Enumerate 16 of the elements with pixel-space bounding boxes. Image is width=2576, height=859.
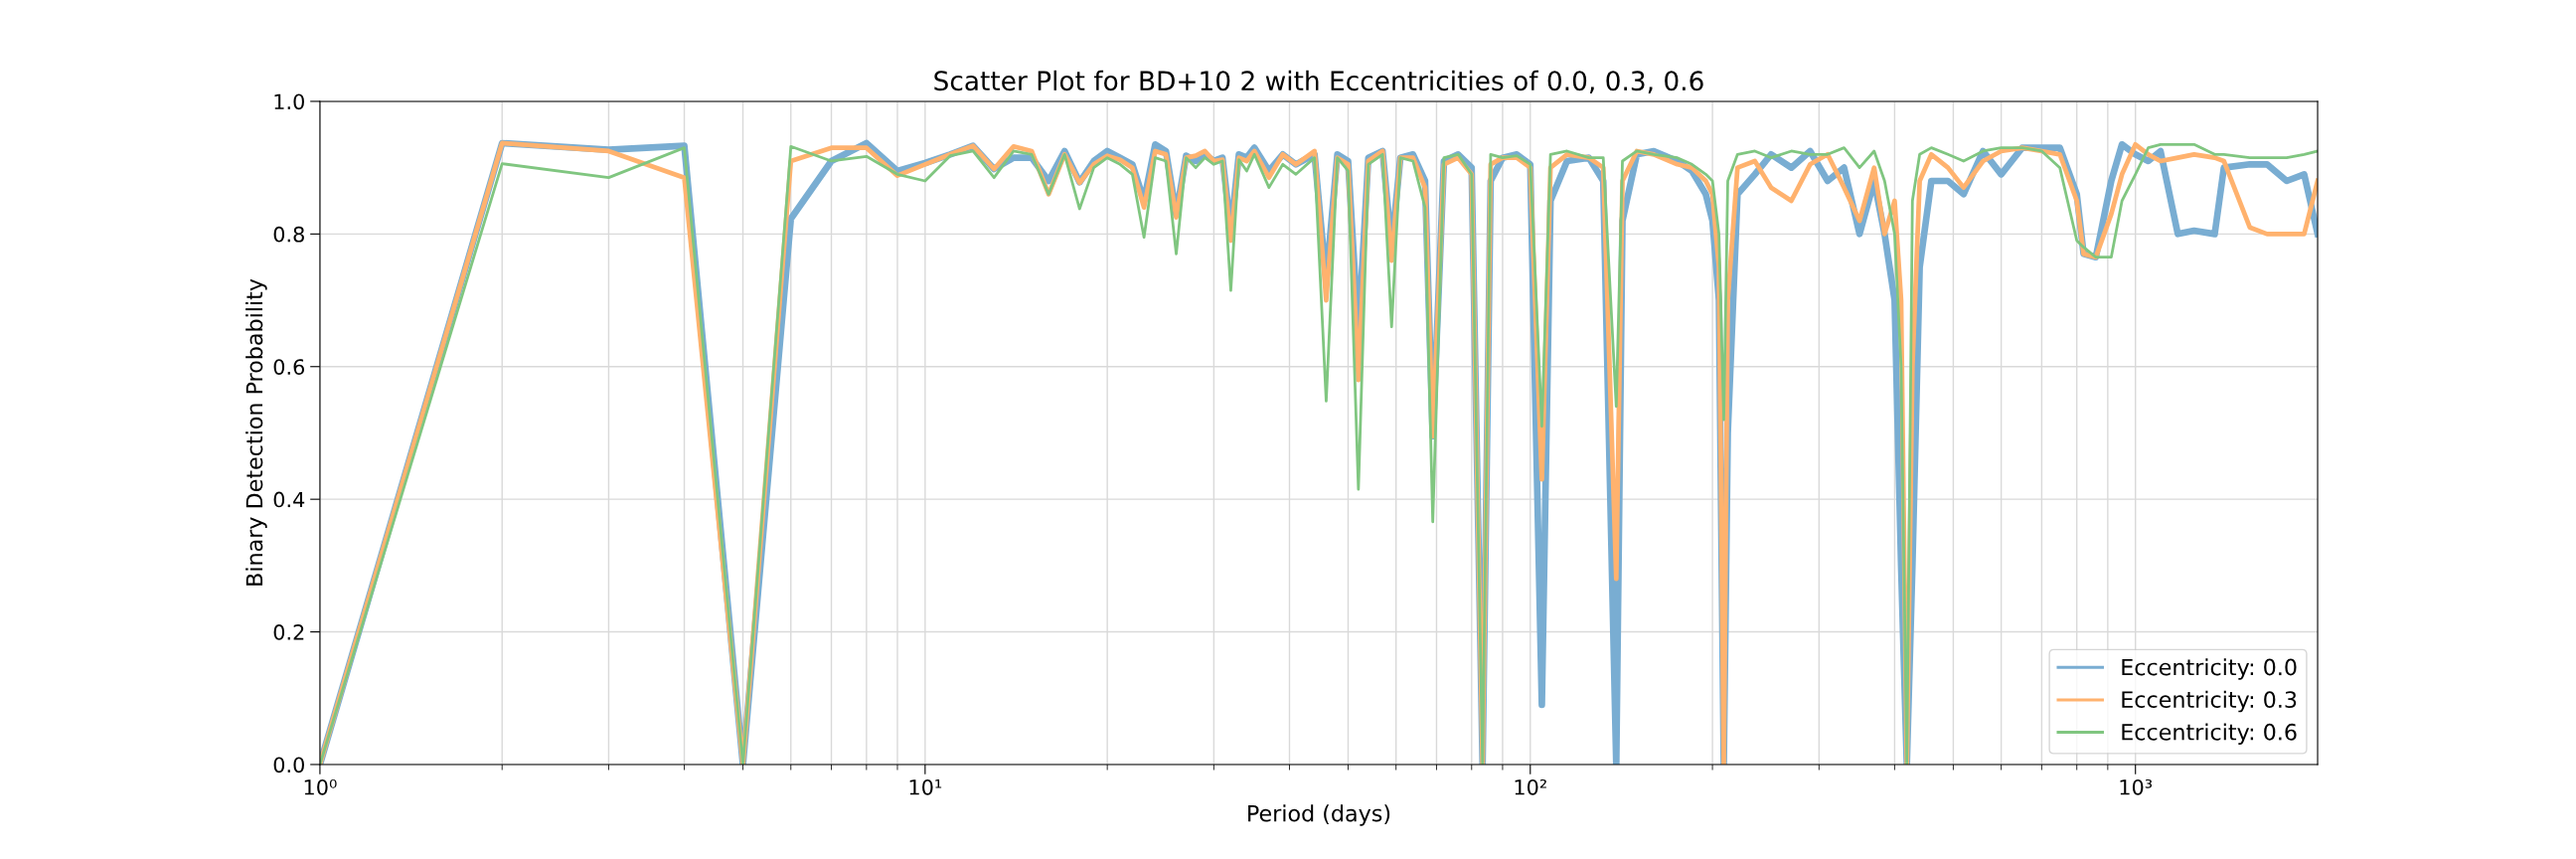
y-tick-label: 1.0 (274, 93, 304, 110)
y-tick-label: 0.4 (273, 491, 305, 508)
x-tick-label: 10¹ (909, 778, 942, 795)
legend-label: Eccentricity: 0.6 (2122, 723, 2297, 745)
y-axis-title: Binary Detection Probability (245, 278, 267, 586)
x-tick-label: 10² (1515, 778, 1546, 795)
legend-label: Eccentricity: 0.3 (2122, 690, 2297, 713)
legend-label: Eccentricity: 0.0 (2122, 658, 2297, 680)
y-tick-label: 0.8 (273, 226, 304, 243)
x-tick-label: 10³ (2120, 778, 2153, 795)
chart-title: Scatter Plot for BD+10 2 with Eccentricities of 0.0, 0.3, 0.6 (934, 70, 1703, 93)
y-tick-label: 0.6 (273, 359, 305, 375)
y-tick-label: 0.2 (273, 624, 304, 640)
y-tick-label: 0.0 (273, 757, 304, 773)
x-axis-title: Period (days) (1248, 804, 1390, 826)
x-tick-label: 10⁰ (304, 778, 337, 795)
